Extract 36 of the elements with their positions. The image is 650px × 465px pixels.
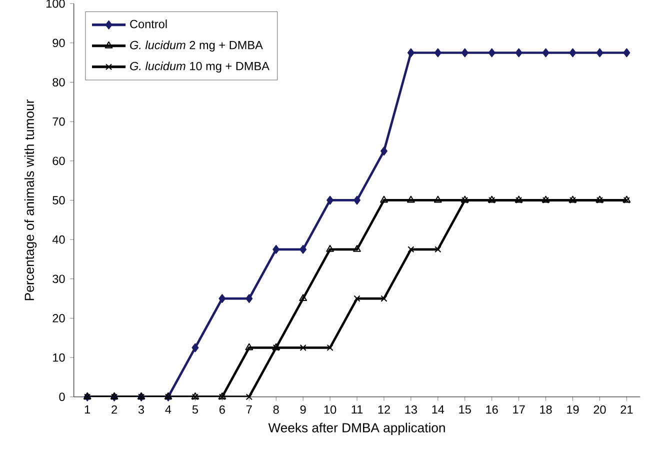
- x-tick-label: 15: [459, 405, 471, 414]
- x-tick-label: 4: [165, 405, 172, 414]
- y-tick-label: 60: [52, 156, 65, 166]
- y-tick-label: 90: [52, 38, 65, 48]
- legend-label: G. lucidum 2 mg + DMBA: [130, 40, 263, 52]
- y-axis-title: Percentage of animals with tumour: [24, 100, 37, 300]
- x-tick-label: 20: [594, 405, 606, 414]
- x-tick-label: 17: [513, 405, 525, 414]
- x-tick-label: 21: [620, 405, 633, 414]
- x-tick-label: 6: [219, 405, 225, 414]
- x-axis-title: Weeks after DMBA application: [268, 422, 445, 435]
- legend-label: G. lucidum 10 mg + DMBA: [130, 62, 270, 73]
- y-tick-label: 0: [59, 392, 65, 402]
- x-tick-label: 18: [540, 405, 552, 414]
- x-tick-label: 12: [378, 405, 390, 414]
- x-tick-label: 14: [432, 405, 444, 414]
- x-tick-label: 9: [300, 405, 306, 414]
- x-tick-label: 13: [405, 405, 417, 414]
- y-tick-label: 80: [52, 78, 65, 86]
- x-tick-label: 10: [324, 405, 336, 414]
- x-tick-label: 16: [486, 405, 498, 414]
- x-tick-label: 11: [352, 405, 363, 414]
- x-tick-label: 19: [567, 405, 579, 414]
- x-tick-label: 8: [273, 405, 279, 414]
- x-tick-label: 7: [246, 405, 252, 414]
- x-tick-label: 2: [112, 405, 117, 414]
- y-tick-label: 30: [52, 274, 65, 284]
- y-tick-label: 20: [52, 314, 65, 322]
- y-tick-label: 40: [52, 235, 65, 244]
- y-tick-label: 50: [52, 196, 65, 204]
- y-tick-label: 10: [53, 353, 65, 362]
- y-tick-label: 70: [52, 117, 65, 126]
- x-tick-label: 1: [84, 405, 90, 414]
- x-tick-label: 3: [138, 405, 144, 414]
- legend-label: Control: [130, 20, 167, 28]
- x-tick-label: 5: [192, 405, 198, 414]
